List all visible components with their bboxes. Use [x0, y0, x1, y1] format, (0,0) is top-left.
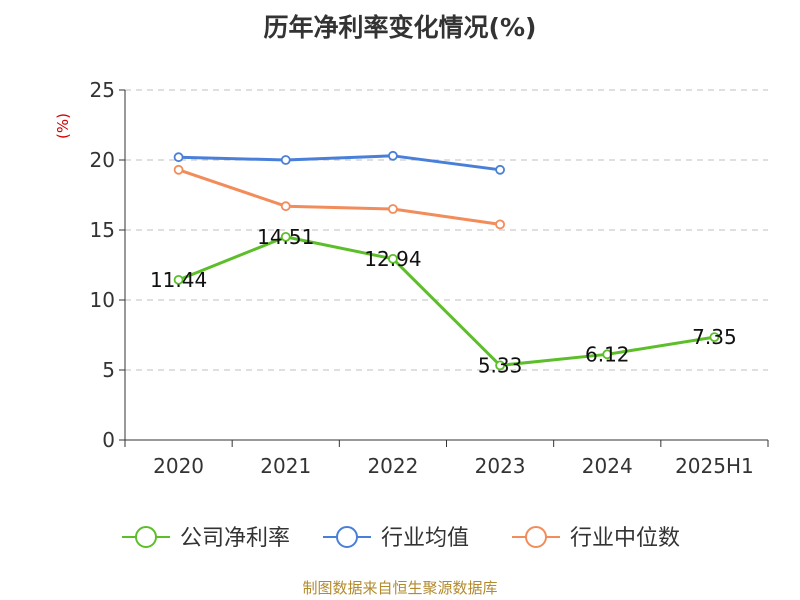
data-point — [388, 204, 398, 214]
series-line-2 — [178, 154, 501, 172]
data-point — [388, 253, 398, 264]
data-point — [495, 219, 505, 230]
legend-label: 公司净利率 — [180, 526, 290, 551]
data-point — [602, 349, 613, 360]
y-axis-label: (%) — [54, 113, 72, 139]
y-tick-label: 20 — [90, 148, 115, 172]
data-point — [173, 274, 184, 285]
data-point — [173, 164, 184, 175]
data-label: 7.35 — [692, 325, 737, 349]
x-tick-label: 2020 — [153, 454, 204, 478]
data-point — [280, 231, 291, 242]
data-point — [280, 155, 291, 165]
legend: 公司净利率 行业均值 行业中位数 — [122, 526, 680, 551]
series-line-1 — [178, 235, 715, 367]
data-label: 12.94 — [364, 247, 421, 271]
y-tick-label: 10 — [90, 288, 115, 312]
legend-marker — [525, 526, 547, 548]
x-tick-label: 2021 — [260, 454, 311, 478]
x-tick-label: 2022 — [367, 454, 418, 478]
y-tick-label: 0 — [102, 428, 115, 452]
data-point — [495, 360, 505, 371]
data-label: 5.33 — [478, 353, 523, 377]
y-tick-label: 15 — [90, 218, 115, 242]
data-point — [388, 150, 398, 161]
legend-marker — [336, 526, 358, 548]
data-point — [173, 152, 184, 163]
x-tick-label: 2023 — [475, 454, 526, 478]
y-tick-label: 5 — [102, 358, 115, 382]
legend-marker — [135, 526, 157, 548]
legend-label: 行业中位数 — [570, 526, 680, 551]
x-tick-label: 2024 — [582, 454, 633, 478]
y-tick-label: 25 — [90, 78, 115, 102]
data-label: 11.44 — [150, 268, 207, 292]
series-line-3 — [178, 168, 501, 226]
data-point — [495, 164, 505, 175]
axes: 0 5 10 15 20 25 2020 2021 2022 2023 2024 2025H1 — [90, 78, 769, 478]
series-lines — [173, 150, 720, 371]
grid-lines — [125, 89, 768, 371]
data-label: 14.51 — [257, 225, 314, 249]
data-point — [280, 201, 291, 212]
legend-label: 行业均值 — [381, 526, 469, 551]
source-note: 制图数据来自恒生聚源数据库 — [302, 579, 498, 597]
x-tick-label: 2025H1 — [675, 454, 754, 478]
data-label: 6.12 — [585, 342, 630, 366]
data-point — [709, 332, 720, 343]
chart-title: 历年净利率变化情况(%) — [263, 13, 537, 42]
data-labels: 11.44 14.51 12.94 5.33 6.12 7.35 — [150, 225, 737, 378]
